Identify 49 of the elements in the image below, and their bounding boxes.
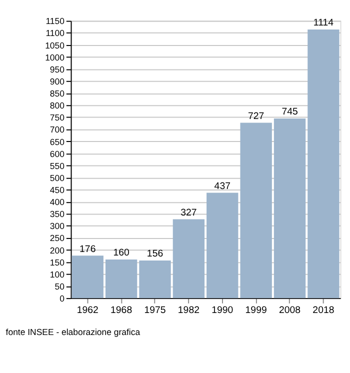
bar [172, 219, 205, 298]
y-tick-label: 950 [50, 64, 65, 74]
data-label: 437 [214, 180, 230, 192]
data-label: 160 [113, 248, 130, 259]
source-note: fonte INSEE - elaborazione grafica [6, 326, 140, 337]
bar [206, 192, 238, 298]
x-tick-label: 1975 [144, 305, 166, 316]
y-tick-label: 1100 [46, 28, 65, 38]
y-tick-label: 250 [50, 233, 65, 244]
bar [308, 29, 340, 298]
y-tick-label: 700 [50, 124, 65, 135]
data-label: 176 [80, 244, 96, 255]
x-tick-label: 1968 [110, 305, 132, 316]
y-tick-label: 1150 [46, 16, 65, 26]
data-label: 327 [180, 207, 197, 218]
bar [274, 118, 306, 298]
y-tick-label: 450 [50, 184, 65, 195]
x-tick-label: 1999 [245, 305, 267, 316]
y-tick-label: 400 [50, 197, 65, 208]
y-tick-label: 150 [50, 257, 65, 268]
x-tick-label: 1990 [212, 305, 234, 316]
y-tick-label: 500 [50, 172, 65, 183]
data-label: 727 [248, 110, 264, 122]
y-tick-label: 300 [50, 221, 65, 232]
y-tick-label: 550 [50, 160, 65, 171]
bar [72, 256, 104, 298]
y-tick-label: 200 [50, 245, 65, 256]
y-tick-label: 0 [60, 293, 65, 304]
y-tick-label: 900 [50, 76, 65, 86]
x-tick-label: 2008 [278, 305, 301, 316]
y-tick-label: 600 [50, 148, 65, 159]
y-tick-label: 800 [50, 100, 65, 111]
y-tick-label: 850 [50, 88, 65, 99]
y-tick-label: 750 [50, 112, 65, 123]
bar [105, 260, 138, 298]
y-tick-label: 100 [50, 269, 65, 280]
data-label: 745 [282, 106, 298, 118]
y-tick-label: 1000 [45, 52, 65, 62]
x-tick-label: 1982 [178, 305, 200, 316]
x-tick-label: 2018 [312, 305, 334, 316]
data-label: 1114 [313, 18, 334, 29]
x-tick-label: 1962 [76, 305, 98, 316]
y-tick-label: 50 [54, 281, 65, 292]
bar [240, 122, 272, 298]
bar [139, 260, 171, 298]
y-tick-label: 650 [50, 136, 65, 147]
y-tick-label: 1050 [45, 40, 65, 50]
y-tick-label: 350 [50, 209, 65, 220]
data-label: 156 [146, 248, 164, 260]
